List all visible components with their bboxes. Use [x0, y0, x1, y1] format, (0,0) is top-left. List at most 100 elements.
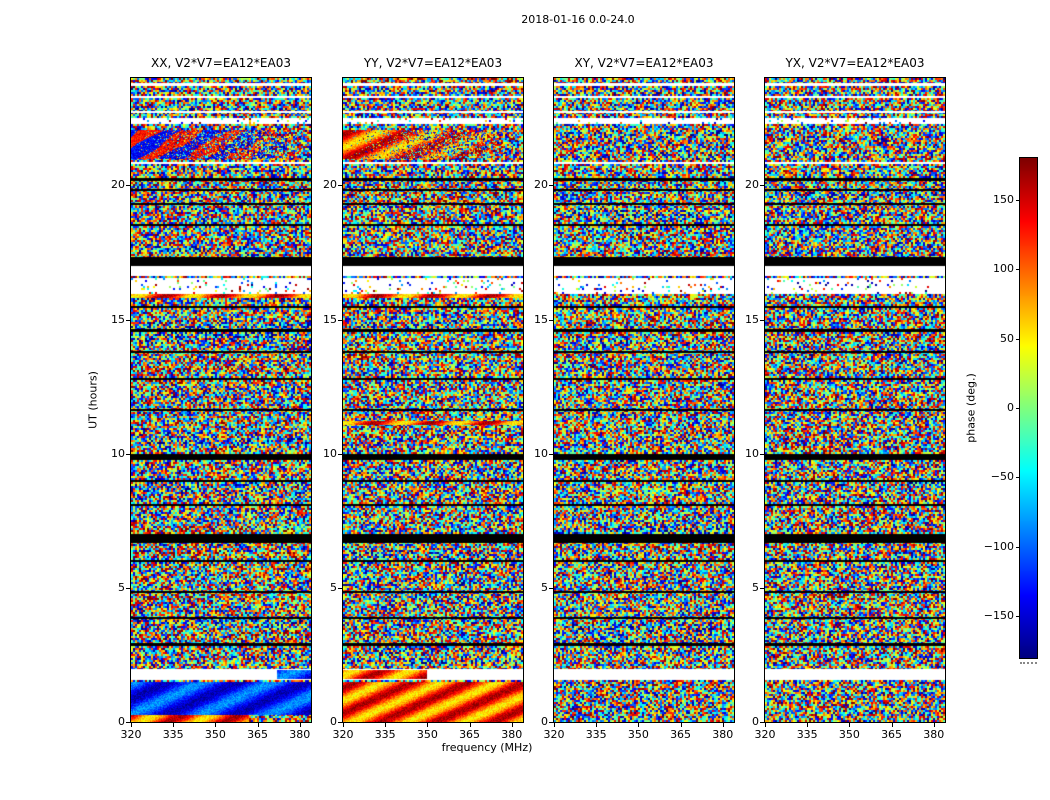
x-tick-label: 365	[670, 728, 692, 741]
xx-phase-heatmap	[131, 78, 311, 722]
x-tick-label: 335	[585, 728, 607, 741]
x-axis-label: frequency (MHz)	[441, 741, 533, 754]
colorbar-tick-label: 0	[1007, 401, 1014, 414]
x-tick-label: 365	[247, 728, 269, 741]
y-tick-mark	[338, 319, 342, 321]
y-tick-label: 5	[330, 580, 337, 594]
y-tick-mark	[126, 319, 130, 321]
y-tick-label: 20	[745, 178, 759, 192]
x-tick-mark	[343, 723, 344, 727]
y-tick-label: 10	[111, 446, 125, 460]
x-tick-label: 320	[754, 728, 776, 741]
y-tick-label: 20	[534, 178, 548, 192]
colorbar-tick-label: 50	[1000, 331, 1014, 345]
y-tick-label: 10	[323, 446, 337, 460]
x-tick-mark	[299, 723, 301, 727]
y-tick-mark	[549, 453, 553, 455]
panel-yx	[764, 77, 946, 723]
x-tick-label: 335	[796, 728, 818, 741]
x-tick-label: 335	[374, 728, 396, 741]
x-tick-mark	[596, 723, 598, 727]
x-tick-label: 365	[459, 728, 481, 741]
xy-phase-heatmap	[554, 78, 734, 722]
colorbar-tick-mark	[1016, 408, 1020, 409]
figure-title: 2018-01-16 0.0-24.0	[521, 13, 635, 26]
panel-yy	[342, 77, 524, 723]
y-tick-mark	[126, 185, 130, 187]
yy-phase-heatmap	[343, 78, 523, 722]
panel-title-xx: XX, V2*V7=EA12*EA03	[151, 56, 291, 70]
colorbar-tick-label: −100	[983, 539, 1014, 553]
colorbar-tick-mark	[1016, 269, 1020, 271]
y-tick-label: 5	[752, 580, 759, 594]
y-tick-label: 20	[323, 178, 337, 192]
x-tick-label: 320	[332, 728, 354, 741]
y-tick-mark	[549, 587, 553, 589]
colorbar-tick-label: 150	[993, 192, 1014, 206]
panel-title-xy: XY, V2*V7=EA12*EA03	[574, 56, 714, 70]
x-tick-label: 350	[204, 728, 226, 741]
x-tick-label: 350	[627, 728, 649, 741]
x-tick-mark	[891, 723, 893, 727]
y-tick-label: 10	[745, 446, 759, 460]
colorbar-tick-mark	[1016, 616, 1020, 618]
x-tick-mark	[933, 723, 935, 727]
x-tick-mark	[849, 723, 851, 727]
y-tick-label: 0	[330, 715, 337, 728]
x-tick-mark	[257, 723, 259, 727]
colorbar-extend-dots	[1020, 662, 1037, 664]
colorbar	[1019, 157, 1038, 659]
x-tick-mark	[469, 723, 471, 727]
x-tick-label: 380	[923, 728, 945, 741]
y-tick-label: 5	[541, 580, 548, 594]
y-tick-label: 15	[745, 312, 759, 326]
y-tick-label: 10	[534, 446, 548, 460]
y-tick-mark	[126, 722, 130, 723]
panel-xx	[130, 77, 312, 723]
colorbar-tick-mark	[1016, 477, 1020, 479]
x-tick-label: 380	[501, 728, 523, 741]
y-tick-mark	[549, 185, 553, 187]
x-tick-label: 365	[881, 728, 903, 741]
y-tick-mark	[760, 185, 764, 187]
x-tick-label: 350	[416, 728, 438, 741]
colorbar-tick-label: −150	[983, 609, 1014, 623]
y-tick-label: 0	[118, 715, 125, 728]
y-tick-mark	[549, 319, 553, 321]
y-tick-mark	[338, 185, 342, 187]
y-tick-mark	[760, 319, 764, 321]
y-tick-mark	[126, 587, 130, 589]
y-tick-label: 15	[323, 312, 337, 326]
panel-title-yy: YY, V2*V7=EA12*EA03	[363, 56, 503, 70]
x-tick-label: 350	[838, 728, 860, 741]
y-tick-label: 20	[111, 178, 125, 192]
x-tick-mark	[173, 723, 175, 727]
x-tick-mark	[807, 723, 809, 727]
panel-xy	[553, 77, 735, 723]
y-tick-label: 5	[118, 580, 125, 594]
x-tick-label: 320	[543, 728, 565, 741]
y-tick-label: 15	[534, 312, 548, 326]
x-tick-label: 320	[120, 728, 142, 741]
y-tick-mark	[338, 453, 342, 455]
x-tick-mark	[131, 723, 132, 727]
x-tick-label: 380	[712, 728, 734, 741]
y-tick-mark	[338, 722, 342, 723]
yx-phase-heatmap	[765, 78, 945, 722]
y-tick-mark	[338, 587, 342, 589]
x-tick-mark	[511, 723, 513, 727]
y-tick-label: 0	[541, 715, 548, 728]
colorbar-tick-label: −50	[990, 470, 1014, 484]
y-tick-label: 0	[752, 715, 759, 728]
y-tick-label: 15	[111, 312, 125, 326]
y-axis-label: UT (hours)	[86, 371, 100, 429]
colorbar-tick-mark	[1016, 338, 1020, 340]
x-tick-label: 380	[289, 728, 311, 741]
y-tick-mark	[760, 453, 764, 455]
colorbar-tick-mark	[1016, 199, 1020, 201]
x-tick-mark	[215, 723, 217, 727]
y-tick-mark	[126, 453, 130, 455]
y-tick-mark	[760, 722, 764, 723]
colorbar-gradient	[1020, 158, 1037, 658]
